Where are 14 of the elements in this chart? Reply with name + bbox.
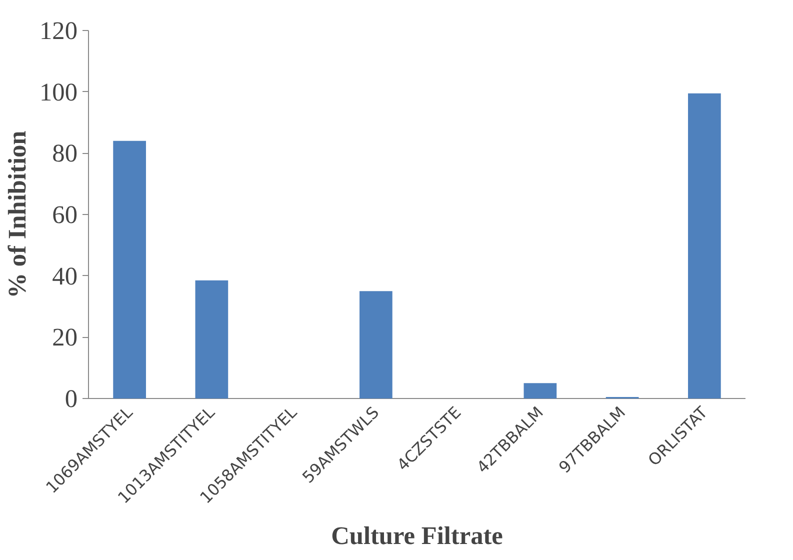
y-tick-label: 100 bbox=[40, 78, 78, 106]
y-tick-label: 20 bbox=[52, 324, 78, 352]
y-axis-title: % of Inhibition bbox=[4, 130, 32, 298]
bar bbox=[688, 93, 721, 398]
bar bbox=[113, 140, 146, 398]
y-tick-label: 40 bbox=[52, 262, 78, 290]
bar bbox=[524, 383, 557, 398]
bar bbox=[195, 280, 228, 398]
y-tick-label: 60 bbox=[52, 201, 78, 229]
y-tick-label: 80 bbox=[52, 140, 78, 168]
y-tick-label: 120 bbox=[40, 17, 78, 45]
y-tick-label: 0 bbox=[64, 385, 78, 413]
x-axis-title: Culture Filtrate bbox=[331, 522, 503, 550]
bar bbox=[360, 291, 392, 398]
